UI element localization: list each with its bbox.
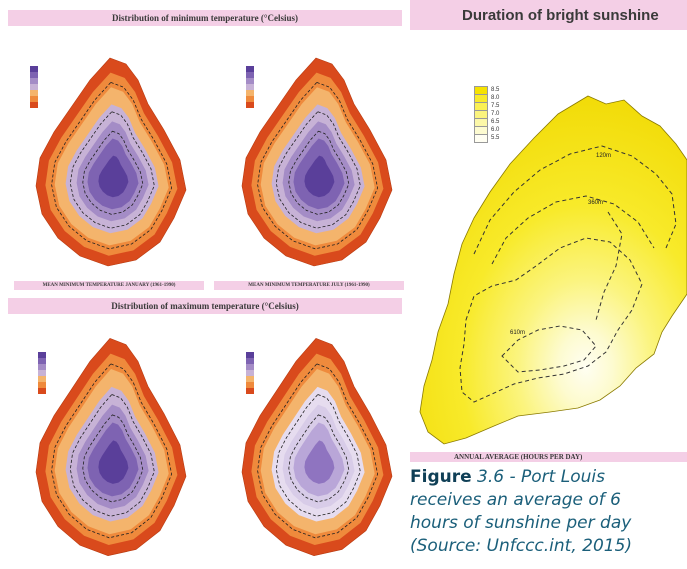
contour-band <box>98 155 129 198</box>
legend-swatch <box>30 72 38 78</box>
map-max-january <box>14 330 194 562</box>
elevation-contour <box>275 111 361 229</box>
legend-swatch <box>246 376 254 382</box>
legend-swatch <box>38 388 46 394</box>
legend-swatch <box>38 352 46 358</box>
legend-swatch <box>30 78 38 84</box>
island-map-shape <box>241 57 393 267</box>
figure-number: 3.6 - Port Louis <box>477 467 605 487</box>
figure-word: Figure <box>410 467 472 487</box>
legend-swatch <box>38 358 46 364</box>
legend-swatch <box>246 90 254 96</box>
contour-label-120m: 120m <box>596 153 611 159</box>
sunshine-legend: 8.5 8.0 7.5 7.0 6.5 6.0 5.5 <box>474 85 500 143</box>
contour-band <box>304 440 335 484</box>
min-jul-legend <box>246 66 254 108</box>
elevation-contour <box>82 130 144 215</box>
min-january-caption: MEAN MINIMUM TEMPERATURE JANUARY (1961-1… <box>42 283 176 288</box>
contour-label-360m: 360m <box>588 200 603 206</box>
elevation-contour <box>288 414 350 503</box>
legend-swatch <box>246 102 254 108</box>
caption-line-3: hours of sunshine per day <box>410 513 632 533</box>
legend-swatch <box>38 376 46 382</box>
legend-label: 6.0 <box>491 127 500 133</box>
min-jan-legend <box>30 66 38 108</box>
legend-label: 7.0 <box>491 111 500 117</box>
map-max-july <box>220 330 400 562</box>
legend-swatch <box>30 96 38 102</box>
legend-swatch <box>30 90 38 96</box>
contour-band <box>98 440 129 484</box>
island-map-shape <box>35 57 187 267</box>
island-map-shape <box>35 337 187 557</box>
sunshine-heading-band: Duration of bright sunshine <box>410 0 687 30</box>
contour-label-610m: 610m <box>510 330 525 336</box>
legend-label: 7.5 <box>491 103 500 109</box>
legend-label: 5.5 <box>491 135 500 141</box>
elevation-contour <box>69 111 155 229</box>
figure-caption: Figure 3.6 - Port Louis receives an aver… <box>410 466 687 569</box>
sunshine-footer: ANNUAL AVERAGE (HOURS PER DAY) <box>454 453 583 461</box>
contour-band <box>304 155 335 198</box>
legend-swatch <box>38 364 46 370</box>
sunshine-legend-row: 5.5 <box>474 133 500 143</box>
legend-label: 8.0 <box>491 95 500 101</box>
max-temp-heading: Distribution of maximum temperature (°Ce… <box>111 301 299 311</box>
legend-swatch <box>246 358 254 364</box>
legend-swatch <box>30 66 38 72</box>
legend-swatch <box>30 84 38 90</box>
caption-line-2: receives an average of 6 <box>410 490 621 510</box>
caption-line-4: (Source: Unfccc.int, 2015) <box>410 536 633 556</box>
legend-swatch <box>246 78 254 84</box>
island-map-shape <box>241 337 393 557</box>
legend-swatch <box>30 102 38 108</box>
legend-swatch <box>246 370 254 376</box>
max-jan-legend <box>38 352 46 394</box>
elevation-contour <box>82 414 144 503</box>
max-temp-heading-band: Distribution of maximum temperature (°Ce… <box>8 298 402 314</box>
sunshine-contours <box>459 145 677 403</box>
elevation-contour <box>275 393 361 517</box>
min-july-caption-band: MEAN MINIMUM TEMPERATURE JULY (1961-1990… <box>214 281 404 290</box>
legend-swatch <box>246 72 254 78</box>
legend-swatch <box>246 66 254 72</box>
elevation-contour <box>69 393 155 517</box>
map-min-january <box>14 50 194 272</box>
min-july-caption: MEAN MINIMUM TEMPERATURE JULY (1961-1990… <box>248 283 370 288</box>
map-sunshine: 120m 360m 610m <box>410 34 687 454</box>
legend-swatch <box>246 84 254 90</box>
legend-swatch <box>474 133 488 143</box>
min-temp-heading: Distribution of minimum temperature (°Ce… <box>112 13 298 23</box>
min-january-caption-band: MEAN MINIMUM TEMPERATURE JANUARY (1961-1… <box>14 281 204 290</box>
legend-swatch <box>246 364 254 370</box>
sunshine-island-shape <box>419 95 687 445</box>
min-temp-heading-band: Distribution of minimum temperature (°Ce… <box>8 10 402 26</box>
legend-swatch <box>38 370 46 376</box>
legend-swatch <box>246 96 254 102</box>
legend-swatch <box>246 388 254 394</box>
legend-label: 6.5 <box>491 119 500 125</box>
sunshine-footer-band: ANNUAL AVERAGE (HOURS PER DAY) <box>410 452 687 462</box>
sunshine-heading: Duration of bright sunshine <box>462 6 659 24</box>
elevation-contour <box>288 130 350 215</box>
legend-swatch <box>38 382 46 388</box>
legend-label: 8.5 <box>491 87 500 93</box>
legend-swatch <box>246 382 254 388</box>
max-jul-legend <box>246 352 254 394</box>
legend-swatch <box>246 352 254 358</box>
map-min-july <box>220 50 400 272</box>
